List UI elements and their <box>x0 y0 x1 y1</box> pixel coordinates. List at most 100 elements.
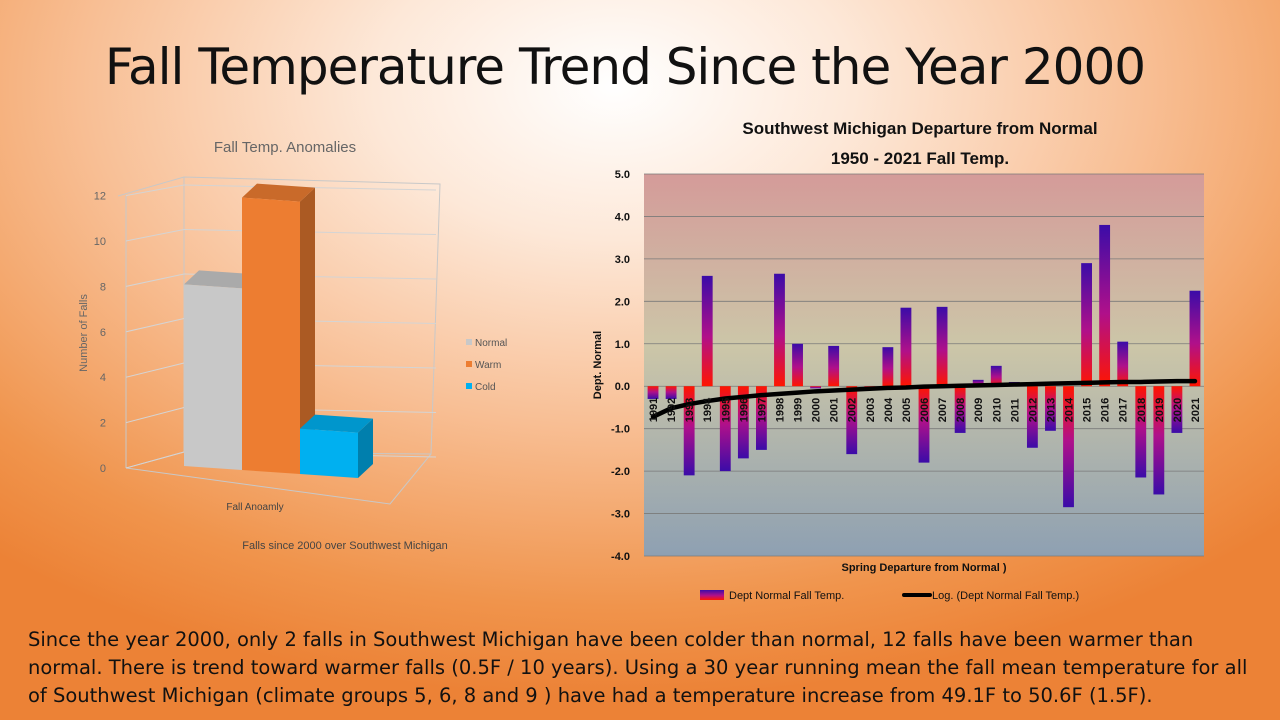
chart2-xtick-label: 1997 <box>756 398 768 422</box>
chart2-bar-2004 <box>882 347 894 387</box>
chart1-legend-label: Warm <box>475 360 501 371</box>
chart1-bar-top <box>242 183 315 202</box>
chart1-bar-normal <box>184 284 242 471</box>
chart1-bar-side <box>300 187 315 475</box>
chart2-bar-2007 <box>936 306 948 387</box>
chart2-xtick-label: 2004 <box>883 397 895 422</box>
chart1-gridline <box>125 318 185 333</box>
chart1-title: Fall Temp. Anomalies <box>214 139 356 156</box>
chart2-xtick-label: 1994 <box>702 397 714 422</box>
chart2-bar-2018 <box>1135 386 1147 478</box>
chart2-xtick-label: 2020 <box>1172 398 1184 422</box>
chart2-ytick-label: 2.0 <box>615 296 630 308</box>
chart1-bar-top <box>184 270 257 289</box>
slide-body-text: Since the year 2000, only 2 falls in Sou… <box>28 628 1248 707</box>
chart2-ytick-label: 3.0 <box>615 254 630 266</box>
chart1-legend-swatch <box>466 339 472 345</box>
chart2-xtick-label: 1993 <box>684 398 696 422</box>
chart2-bar-2012 <box>1026 386 1038 448</box>
chart1-legend-label: Cold <box>475 382 496 393</box>
chart2-bar-2001 <box>828 345 840 387</box>
chart2-xtick-label: 2005 <box>901 398 913 422</box>
chart2-xtick-label: 2006 <box>919 398 931 422</box>
chart1-gridline <box>125 229 185 242</box>
chart1-legend-label: Normal <box>475 338 507 349</box>
chart2-title-line2: 1950 - 2021 Fall Temp. <box>831 149 1009 168</box>
chart2-ytick-label: 1.0 <box>615 339 630 351</box>
chart1-ytick-label: 8 <box>100 281 106 293</box>
chart2-xtick-label: 1998 <box>774 398 786 422</box>
chart2-xtick-label: 2010 <box>991 398 1003 422</box>
chart2-bar-2008 <box>954 386 966 433</box>
chart1-ytick-label: 6 <box>100 327 106 339</box>
chart2-ytick-label: -2.0 <box>611 466 630 478</box>
chart2-bar-1998 <box>774 273 785 387</box>
chart2-xtick-label: 2014 <box>1064 397 1076 422</box>
chart2-xlabel: Spring Departure from Normal ) <box>841 562 1006 574</box>
chart2-bar-2002 <box>846 386 858 455</box>
chart2-xtick-label: 2018 <box>1136 398 1148 422</box>
chart2-xtick-label: 2021 <box>1190 398 1202 422</box>
chart1-top-edge <box>117 176 185 197</box>
fall-anomalies-3d-chart: Fall Temp. Anomalies 0 2 4 6 8 10 12 Number of F… <box>78 139 507 552</box>
chart2-ytick-label: -4.0 <box>611 551 630 563</box>
chart1-gridline <box>125 407 185 424</box>
slide-title: Fall Temperature Trend Since the Year 20… <box>104 38 1146 96</box>
chart2-xtick-label: 1991 <box>648 398 660 422</box>
chart2-bar-2010 <box>990 365 1002 387</box>
chart2-xtick-label: 2011 <box>1009 398 1021 422</box>
chart2-legend-label: Dept Normal Fall Temp. <box>729 590 844 602</box>
chart2-xtick-label: 1995 <box>720 398 732 422</box>
chart2-bar-2021 <box>1189 290 1201 387</box>
chart1-gridline <box>125 184 185 197</box>
chart2-trendline <box>650 378 1198 420</box>
chart2-xtick-label: 2016 <box>1100 398 1112 422</box>
chart2-bar-2017 <box>1117 341 1129 387</box>
chart2-xtick-label: 2002 <box>847 398 859 422</box>
chart1-ytick-label: 4 <box>100 372 106 384</box>
chart2-legend-label: Log. (Dept Normal Fall Temp.) <box>932 590 1079 602</box>
chart2-bar-1993 <box>683 386 695 476</box>
chart1-ytick-label: 0 <box>100 463 106 475</box>
chart2-bar-2020 <box>1171 386 1183 433</box>
chart2-ytick-label: -1.0 <box>611 424 630 436</box>
chart2-xtick-label: 2007 <box>937 398 949 422</box>
chart2-ytick-label: 0.0 <box>615 381 630 393</box>
chart1-ytick-label: 12 <box>94 191 106 203</box>
chart2-bar-2019 <box>1153 386 1165 495</box>
chart1-ytick-label: 10 <box>94 236 106 248</box>
chart2-title-line1: Southwest Michigan Departure from Normal <box>742 119 1097 138</box>
chart2-xtick-label: 2001 <box>829 398 841 422</box>
chart1-bar-cold <box>300 428 358 479</box>
chart2-plot-area <box>644 174 1204 556</box>
chart2-ytick-label: -3.0 <box>611 509 630 521</box>
chart1-gridline <box>125 362 185 378</box>
chart2-legend-swatch-bars <box>700 590 724 600</box>
chart2-ylabel: Dept. Normal <box>592 331 604 399</box>
chart2-ytick-label: 4.0 <box>615 211 630 223</box>
chart2-bar-2014 <box>1063 386 1074 508</box>
chart2-xtick-label: 1992 <box>666 398 678 422</box>
departure-from-normal-chart: Southwest Michigan Departure from Normal… <box>592 119 1204 602</box>
chart2-xtick-label: 2017 <box>1118 398 1130 422</box>
chart1-floor-front <box>125 453 432 505</box>
chart2-xtick-label: 2012 <box>1027 398 1039 422</box>
chart2-bar-2005 <box>900 307 912 387</box>
chart2-xtick-label: 1999 <box>793 398 805 422</box>
chart2-bar-2009 <box>972 379 984 387</box>
chart1-bar-warm <box>242 197 300 475</box>
chart2-xtick-label: 1996 <box>738 398 750 422</box>
chart2-bar-1994 <box>701 275 713 387</box>
chart1-ylabel: Number of Falls <box>78 294 90 372</box>
chart2-xtick-label: 2008 <box>955 398 967 422</box>
chart2-bar-2016 <box>1099 224 1111 387</box>
chart1-bar-top <box>300 414 373 433</box>
chart2-bar-1997 <box>756 386 767 450</box>
chart2-xtick-label: 2003 <box>865 398 877 422</box>
chart1-legend-swatch <box>466 361 472 367</box>
chart2-bar-2000 <box>810 386 822 389</box>
chart1-gridline <box>125 273 185 287</box>
chart2-bar-1999 <box>792 343 803 387</box>
chart1-legend-swatch <box>466 383 472 389</box>
chart2-bar-1991 <box>647 386 659 399</box>
